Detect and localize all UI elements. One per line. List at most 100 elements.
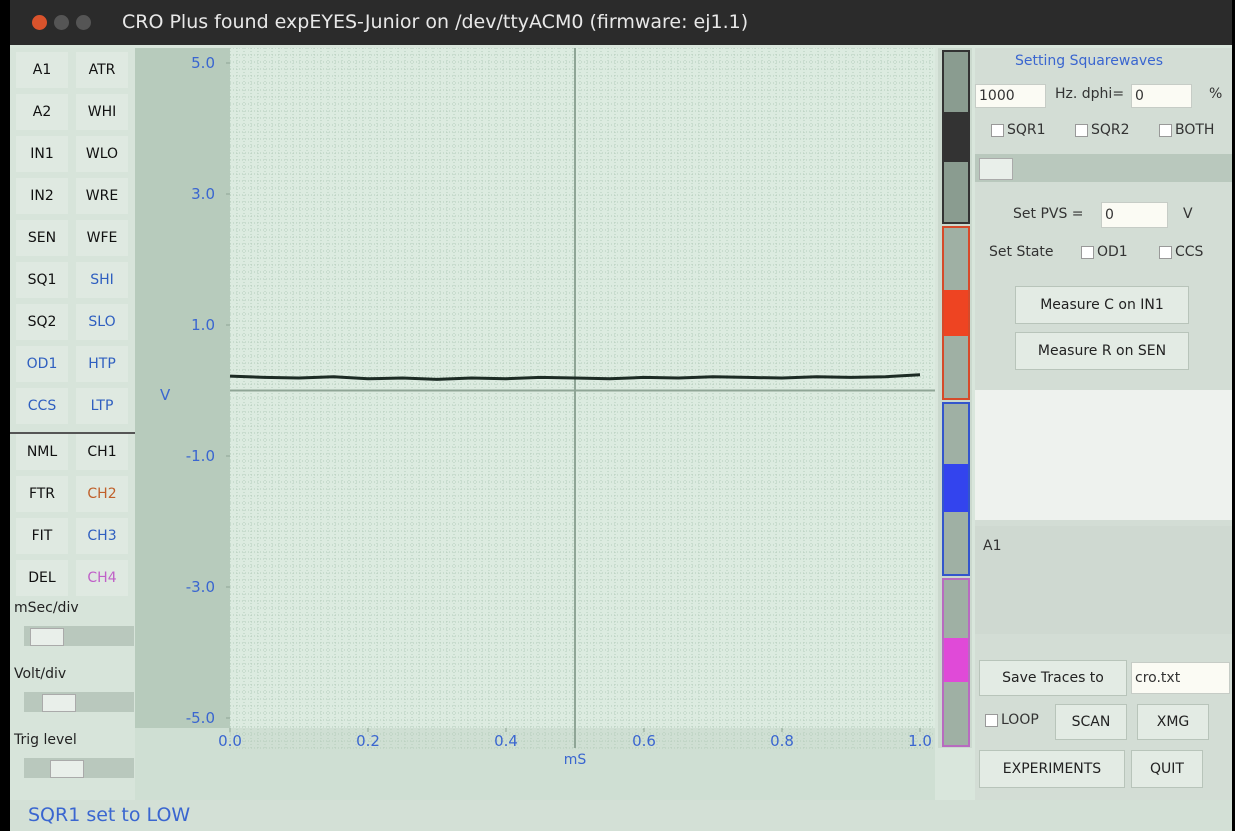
screen: CRO Plus found expEYES-Junior on /dev/tt… [0, 0, 1235, 831]
app-window: CRO Plus found expEYES-Junior on /dev/tt… [10, 0, 1232, 831]
status-bar: SQR1 set to LOW [10, 800, 1232, 831]
button[interactable]: FIT [16, 518, 68, 554]
minimize-button[interactable] [54, 15, 69, 30]
button[interactable]: SEN [16, 220, 68, 256]
window-title: CRO Plus found expEYES-Junior on /dev/tt… [122, 0, 748, 45]
button[interactable]: WLO [76, 136, 128, 172]
button[interactable]: Save Traces to [979, 660, 1127, 696]
axis-strip [135, 48, 230, 800]
button[interactable]: CH1 [76, 434, 128, 470]
button[interactable]: CH4 [76, 560, 128, 596]
status-text: SQR1 set to LOW [10, 804, 190, 826]
button[interactable]: HTP [76, 346, 128, 382]
maximize-button[interactable] [76, 15, 91, 30]
file-input[interactable]: cro.txt [1131, 662, 1230, 694]
slider[interactable] [24, 626, 134, 646]
button[interactable]: LTP [76, 388, 128, 424]
label: LOOP [1001, 712, 1039, 728]
button[interactable]: NML [16, 434, 68, 470]
button[interactable]: FTR [16, 476, 68, 512]
result-text: A1 [983, 538, 1001, 554]
x-tick-label: 0.4 [494, 732, 518, 750]
knob [944, 464, 968, 512]
button[interactable]: CCS [16, 388, 68, 424]
x-tick-label: 0.6 [632, 732, 656, 750]
knob [50, 760, 84, 778]
y-tick-label: 5.0 [191, 54, 215, 72]
checkbox[interactable] [991, 124, 1004, 137]
button[interactable]: CH2 [76, 476, 128, 512]
x-axis-strip [135, 728, 935, 800]
button[interactable]: Measure C on IN1 [1015, 286, 1189, 324]
knob [42, 694, 76, 712]
label: Hz. dphi= [1055, 86, 1124, 102]
y-tick-label: 3.0 [191, 185, 215, 203]
button[interactable]: Measure R on SEN [1015, 332, 1189, 370]
checkbox-label: BOTH [1175, 122, 1214, 138]
button[interactable]: A2 [16, 94, 68, 130]
checkbox[interactable] [985, 714, 998, 727]
slider[interactable] [975, 154, 1232, 182]
info-area [975, 390, 1232, 520]
slider-ch1[interactable] [942, 50, 970, 224]
button[interactable]: CH3 [76, 518, 128, 554]
knob [944, 290, 968, 336]
checkbox[interactable] [1159, 124, 1172, 137]
button[interactable]: IN2 [16, 178, 68, 214]
frequency-input[interactable]: 1000 [975, 84, 1046, 108]
x-tick-label: 0.8 [770, 732, 794, 750]
slider[interactable] [24, 758, 134, 778]
slider-ch2[interactable] [942, 226, 970, 400]
result-area: A1 [975, 526, 1232, 634]
x-tick-label: 1.0 [908, 732, 932, 750]
button[interactable]: WRE [76, 178, 128, 214]
title-bar: CRO Plus found expEYES-Junior on /dev/tt… [10, 0, 1232, 45]
button[interactable]: SLO [76, 304, 128, 340]
control-label: mSec/div [14, 600, 79, 616]
slider[interactable] [24, 692, 134, 712]
button[interactable]: QUIT [1131, 750, 1203, 788]
x-tick-label: 0.0 [218, 732, 242, 750]
y-tick-label: -3.0 [186, 578, 215, 596]
button[interactable]: SQ2 [16, 304, 68, 340]
button[interactable]: SQ1 [16, 262, 68, 298]
slider-ch4[interactable] [942, 578, 970, 747]
control-label: Volt/div [14, 666, 66, 682]
label: Set PVS = [1013, 206, 1084, 222]
checkbox[interactable] [1075, 124, 1088, 137]
checkbox[interactable] [1159, 246, 1172, 259]
button[interactable]: IN1 [16, 136, 68, 172]
slider-ch3[interactable] [942, 402, 970, 576]
knob [30, 628, 64, 646]
checkbox-label: CCS [1175, 244, 1203, 260]
dphi-input[interactable]: 0 [1131, 84, 1192, 108]
button[interactable]: EXPERIMENTS [979, 750, 1125, 788]
x-axis-label: mS [564, 752, 587, 768]
close-button[interactable] [32, 15, 47, 30]
button[interactable]: DEL [16, 560, 68, 596]
y-tick-label: -1.0 [186, 447, 215, 465]
button[interactable]: WFE [76, 220, 128, 256]
button[interactable]: A1 [16, 52, 68, 88]
right-panel: Setting Squarewaves 1000 Hz. dphi= 0 % S… [975, 48, 1232, 800]
control-label: Trig level [14, 732, 77, 748]
label: % [1209, 86, 1222, 102]
label: Set State [989, 244, 1054, 260]
button[interactable]: SCAN [1055, 704, 1127, 740]
knob [944, 638, 968, 682]
pvs-input[interactable]: 0 [1101, 202, 1168, 228]
button[interactable]: OD1 [16, 346, 68, 382]
button[interactable]: SHI [76, 262, 128, 298]
knob [979, 158, 1013, 180]
button[interactable]: WHI [76, 94, 128, 130]
x-tick-label: 0.2 [356, 732, 380, 750]
checkbox[interactable] [1081, 246, 1094, 259]
heading: Setting Squarewaves [1015, 53, 1163, 69]
checkbox-label: SQR2 [1091, 122, 1130, 138]
y-tick-label: 1.0 [191, 316, 215, 334]
button[interactable]: ATR [76, 52, 128, 88]
label: V [1183, 206, 1193, 222]
button[interactable]: XMG [1137, 704, 1209, 740]
checkbox-label: SQR1 [1007, 122, 1046, 138]
